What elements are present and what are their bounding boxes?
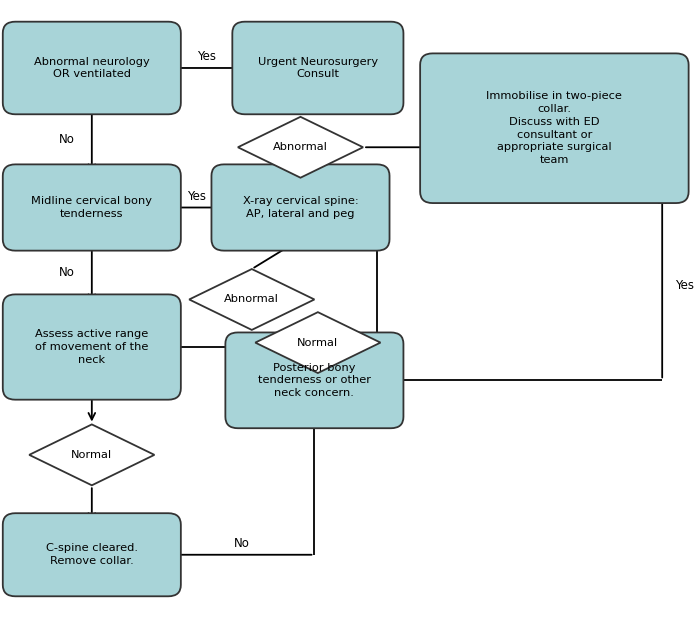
Polygon shape bbox=[256, 312, 381, 373]
FancyBboxPatch shape bbox=[3, 164, 181, 250]
Polygon shape bbox=[29, 424, 155, 485]
Text: No: No bbox=[59, 133, 74, 146]
Text: Posterior bony
tenderness or other
neck concern.: Posterior bony tenderness or other neck … bbox=[258, 362, 371, 398]
Text: No: No bbox=[59, 266, 74, 279]
Text: Immobilise in two-piece
collar.
Discuss with ED
consultant or
appropriate surgic: Immobilise in two-piece collar. Discuss … bbox=[486, 91, 622, 165]
Text: Yes: Yes bbox=[187, 190, 206, 203]
Text: Abnormal: Abnormal bbox=[225, 294, 279, 304]
Text: Urgent Neurosurgery
Consult: Urgent Neurosurgery Consult bbox=[258, 57, 378, 80]
FancyBboxPatch shape bbox=[420, 54, 689, 203]
Text: Abnormal neurology
OR ventilated: Abnormal neurology OR ventilated bbox=[34, 57, 150, 80]
Text: X-ray cervical spine:
AP, lateral and peg: X-ray cervical spine: AP, lateral and pe… bbox=[243, 196, 358, 219]
Text: No: No bbox=[233, 537, 249, 550]
Text: Assess active range
of movement of the
neck: Assess active range of movement of the n… bbox=[35, 329, 148, 365]
FancyBboxPatch shape bbox=[3, 513, 181, 596]
Text: C-spine cleared.
Remove collar.: C-spine cleared. Remove collar. bbox=[46, 543, 138, 566]
Text: Midline cervical bony
tenderness: Midline cervical bony tenderness bbox=[32, 196, 153, 219]
Text: Normal: Normal bbox=[298, 338, 338, 348]
Text: Abnormal: Abnormal bbox=[273, 142, 328, 152]
FancyBboxPatch shape bbox=[211, 164, 389, 250]
Text: Yes: Yes bbox=[675, 280, 694, 292]
Polygon shape bbox=[189, 269, 314, 330]
FancyBboxPatch shape bbox=[3, 22, 181, 114]
Text: Normal: Normal bbox=[71, 450, 113, 460]
Polygon shape bbox=[238, 117, 363, 178]
FancyBboxPatch shape bbox=[3, 294, 181, 399]
FancyBboxPatch shape bbox=[232, 22, 403, 114]
FancyBboxPatch shape bbox=[225, 333, 403, 428]
Text: Yes: Yes bbox=[197, 50, 216, 63]
